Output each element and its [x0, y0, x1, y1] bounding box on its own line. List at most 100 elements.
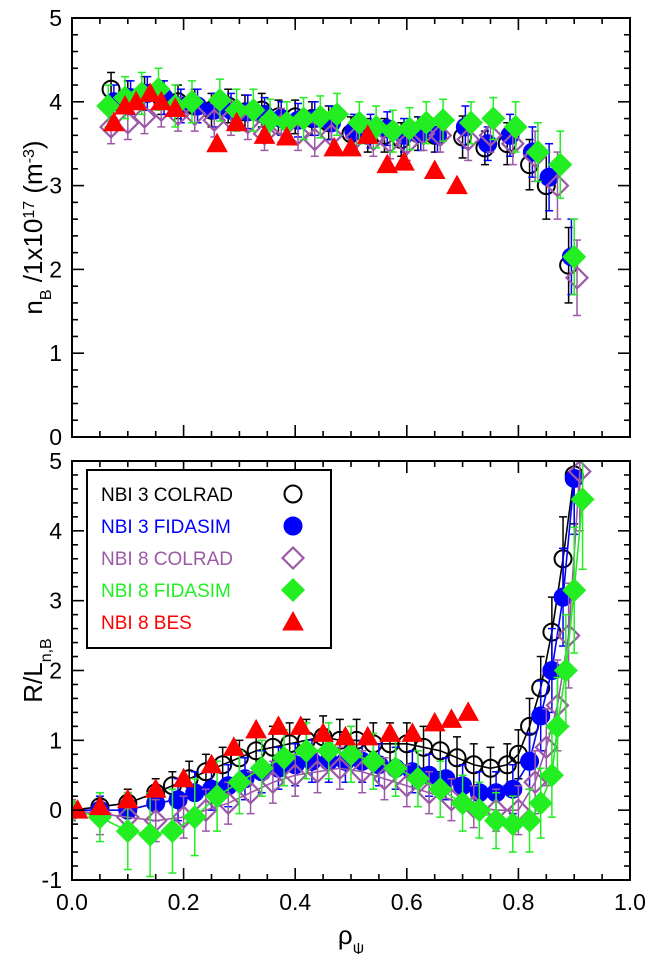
- data-point: [428, 123, 453, 148]
- data-point: [539, 763, 564, 788]
- data-point: [138, 822, 163, 847]
- data-point: [383, 756, 408, 781]
- data-point: [207, 88, 232, 113]
- data-point: [168, 790, 188, 810]
- data-point: [103, 111, 125, 132]
- y-tick-label: 0: [49, 797, 62, 823]
- legend-marker: [283, 484, 303, 504]
- data-point: [481, 106, 506, 131]
- data-point: [356, 124, 379, 144]
- data-point: [241, 98, 266, 123]
- data-point: [347, 110, 372, 135]
- data-point: [275, 125, 298, 146]
- data-point: [531, 706, 551, 726]
- data-point: [397, 116, 422, 141]
- data-point: [478, 123, 503, 148]
- data-point: [96, 93, 121, 119]
- legend-marker: [282, 610, 304, 631]
- data-point: [115, 110, 140, 135]
- legend-label: NBI 8 FIDASIM: [101, 581, 231, 602]
- legend-marker: [280, 545, 306, 571]
- data-point: [164, 97, 187, 118]
- data-point: [253, 124, 276, 144]
- data-point: [484, 808, 509, 833]
- data-point: [503, 114, 528, 139]
- y-tick-label: 3: [49, 588, 62, 614]
- data-point: [545, 173, 570, 198]
- data-point: [271, 745, 297, 770]
- data-point: [431, 108, 456, 133]
- y-tick-label: 2: [49, 658, 62, 684]
- data-point: [562, 578, 587, 603]
- data-point: [500, 131, 525, 156]
- series-nbi-8-fidasim: [96, 67, 587, 296]
- data-point: [440, 708, 463, 728]
- data-point: [206, 132, 228, 153]
- y-tick-label: 5: [49, 448, 62, 474]
- y-tick-label: 0: [49, 424, 62, 450]
- data-point: [115, 819, 140, 844]
- series-nbi-8-bes: [103, 82, 468, 195]
- panel-top: 0 1 2 3 4 5 nB /1x1017 (m-3): [18, 5, 631, 450]
- data-point: [528, 791, 553, 816]
- data-point: [545, 714, 570, 739]
- data-point: [316, 738, 341, 763]
- data-point: [356, 725, 379, 746]
- data-point: [570, 487, 595, 512]
- legend: NBI 3 COLRAD NBI 3 FIDASIM NBI 8 COLRAD NBI…: [86, 469, 332, 649]
- data-point: [520, 751, 540, 771]
- data-point: [548, 152, 573, 177]
- data-point: [179, 89, 205, 114]
- data-point: [562, 244, 587, 269]
- data-point: [423, 159, 446, 180]
- y-axis-title: R/Ln,B: [18, 638, 55, 702]
- data-point: [200, 753, 223, 774]
- legend-label: NBI 3 FIDASIM: [101, 517, 231, 538]
- data-point: [249, 756, 274, 781]
- data-point: [139, 82, 161, 102]
- data-point: [553, 658, 578, 683]
- data-point: [467, 798, 492, 823]
- legend-marker: [280, 577, 306, 603]
- data-point: [144, 778, 167, 798]
- y-tick-label: 1: [49, 727, 62, 753]
- data-point: [567, 461, 592, 484]
- data-point: [150, 90, 173, 111]
- data-point: [430, 741, 450, 761]
- data-point: [182, 102, 207, 127]
- x-tick-label: 0.8: [502, 889, 534, 915]
- data-point: [327, 756, 352, 781]
- data-point: [89, 795, 111, 816]
- data-point: [534, 735, 559, 760]
- data-point: [283, 763, 308, 788]
- y-tick-label: 3: [49, 173, 62, 199]
- x-tick-label: 0.2: [168, 889, 200, 915]
- data-point: [446, 174, 468, 195]
- data-point: [456, 127, 481, 152]
- y-tick-label: 5: [49, 5, 62, 31]
- data-point: [523, 770, 548, 795]
- data-point: [294, 738, 319, 763]
- legend-label: NBI 8 COLRAD: [101, 549, 233, 570]
- data-point: [457, 701, 480, 721]
- data-point: [525, 140, 550, 165]
- data-point: [517, 808, 542, 833]
- data-point: [205, 784, 230, 809]
- data-point: [227, 770, 252, 795]
- data-point: [428, 777, 453, 802]
- data-point: [423, 711, 446, 732]
- data-point: [393, 151, 415, 171]
- data-point: [334, 725, 357, 746]
- y-tick-label: 1: [49, 340, 62, 366]
- data-point: [361, 749, 386, 774]
- data-point: [401, 722, 424, 742]
- data-point: [500, 812, 525, 837]
- data-point: [193, 798, 218, 823]
- data-point: [312, 722, 334, 742]
- x-tick-label: 0.4: [279, 889, 311, 915]
- data-point: [289, 715, 312, 735]
- y-tick-label: -1: [42, 867, 62, 893]
- data-point: [132, 104, 157, 129]
- data-point: [116, 788, 139, 809]
- legend-label: NBI 3 COLRAD: [101, 485, 233, 506]
